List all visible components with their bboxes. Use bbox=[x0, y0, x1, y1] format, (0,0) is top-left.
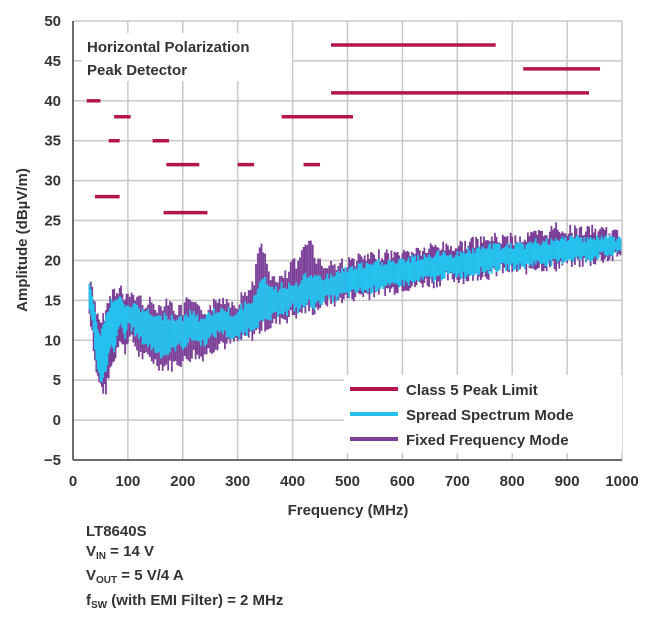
x-tick-label: 0 bbox=[69, 473, 77, 490]
y-tick-label: 40 bbox=[44, 93, 61, 110]
note-fsw: fSW (with EMI Filter) = 2 MHz bbox=[86, 591, 284, 611]
legend: Class 5 Peak Limit Spread Spectrum Mode … bbox=[344, 375, 622, 453]
test-conditions: LT8640S VIN = 14 V VOUT = 5 V/4 A fSW (w… bbox=[86, 522, 283, 615]
x-tick-label: 600 bbox=[390, 473, 415, 490]
x-tick-label: 700 bbox=[445, 473, 470, 490]
y-tick-labels: −5 0 5 10 15 20 25 30 35 40 45 50 bbox=[44, 13, 61, 469]
y-tick-label: 30 bbox=[44, 173, 61, 190]
y-axis-title: Amplitude (dBµV/m) bbox=[14, 168, 31, 312]
y-tick-label: 15 bbox=[44, 292, 61, 309]
x-tick-label: 300 bbox=[225, 473, 250, 490]
annotation-box: Horizontal Polarization Peak Detector bbox=[82, 33, 292, 81]
legend-label-limit: Class 5 Peak Limit bbox=[406, 382, 538, 399]
note-vin: VIN = 14 V bbox=[86, 542, 154, 562]
emi-chart: 0 100 200 300 400 500 600 700 800 900 1000 −5 0 5 10 1… bbox=[14, 13, 639, 519]
spread-spectrum-band bbox=[88, 235, 622, 383]
axis-frame bbox=[72, 21, 622, 461]
class5-limit-lines bbox=[86, 43, 601, 215]
x-tick-labels: 0 100 200 300 400 500 600 700 800 900 1000 bbox=[69, 473, 639, 490]
y-tick-label: 10 bbox=[44, 332, 61, 349]
x-tick-label: 400 bbox=[280, 473, 305, 490]
y-tick-label: 5 bbox=[53, 372, 61, 389]
annotation-background bbox=[82, 33, 292, 81]
x-tick-label: 800 bbox=[500, 473, 525, 490]
note-part-number: LT8640S bbox=[86, 523, 147, 540]
x-tick-label: 1000 bbox=[605, 473, 638, 490]
annotation-line-1: Horizontal Polarization bbox=[87, 39, 250, 56]
x-tick-label: 900 bbox=[555, 473, 580, 490]
x-tick-label: 500 bbox=[335, 473, 360, 490]
y-tick-label: 25 bbox=[44, 213, 61, 230]
x-axis-title: Frequency (MHz) bbox=[288, 502, 409, 519]
legend-label-fixed: Fixed Frequency Mode bbox=[406, 432, 569, 449]
y-tick-label: 0 bbox=[53, 412, 61, 429]
y-tick-label: 20 bbox=[44, 252, 61, 269]
x-tick-label: 100 bbox=[115, 473, 140, 490]
annotation-line-2: Peak Detector bbox=[87, 62, 187, 79]
legend-label-spread: Spread Spectrum Mode bbox=[406, 407, 574, 424]
x-tick-label: 200 bbox=[170, 473, 195, 490]
y-tick-label: 45 bbox=[44, 53, 61, 70]
y-tick-label: 35 bbox=[44, 133, 61, 150]
note-vout: VOUT = 5 V/4 A bbox=[86, 567, 184, 586]
y-tick-label: −5 bbox=[44, 452, 61, 469]
y-tick-label: 50 bbox=[44, 13, 61, 30]
